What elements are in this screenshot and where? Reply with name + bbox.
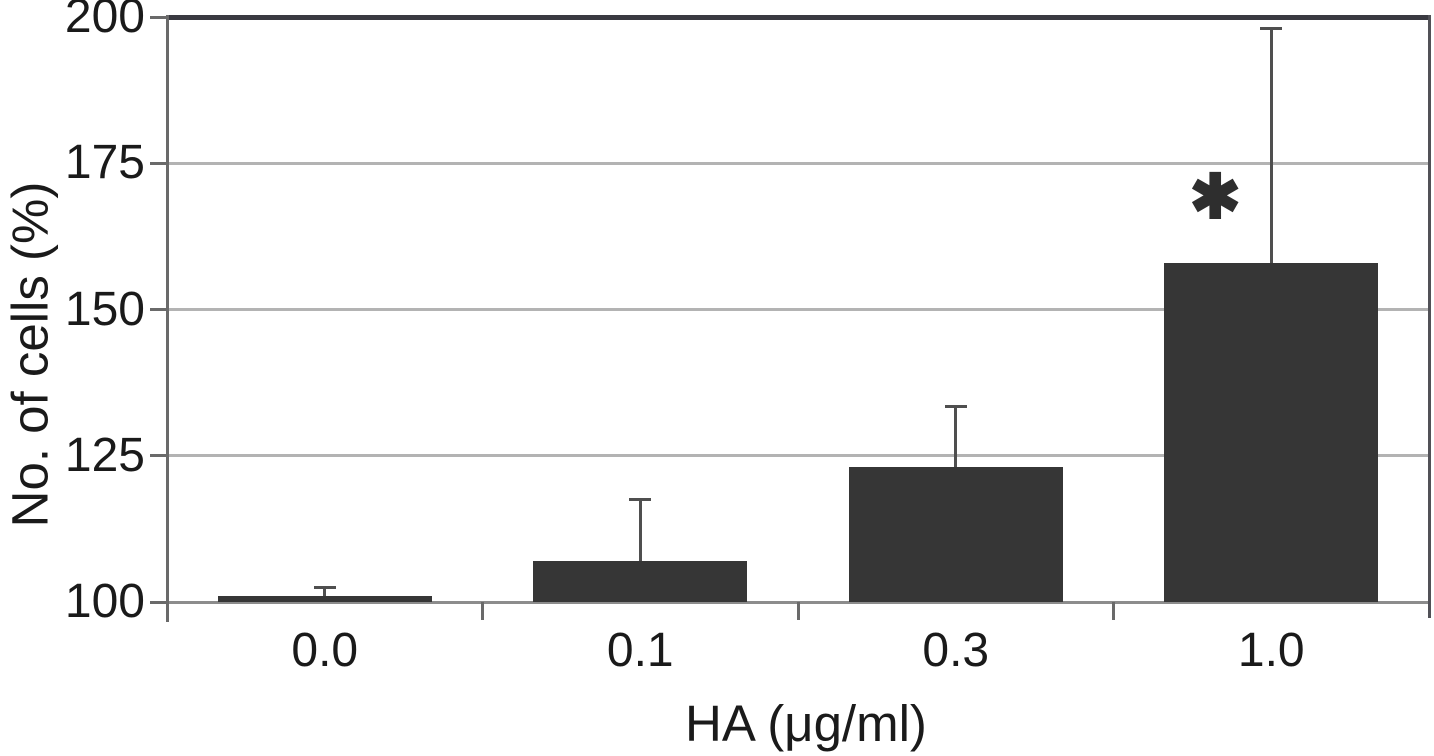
y-tick-mark xyxy=(150,308,167,311)
plot-right-border xyxy=(1427,15,1431,618)
gridline xyxy=(167,161,1429,165)
error-bar-stem xyxy=(323,587,327,599)
x-tick-label: 0.0 xyxy=(291,624,359,677)
error-bar-cap xyxy=(313,585,336,589)
error-bar-cap xyxy=(944,404,967,408)
y-tick-label: 200 xyxy=(64,0,145,43)
x-tick-label: 1.0 xyxy=(1237,624,1305,677)
x-tick-label: 0.1 xyxy=(606,624,674,677)
x-tick-mark xyxy=(796,602,800,620)
gridline xyxy=(167,454,1429,458)
y-tick-mark xyxy=(150,600,167,604)
x-tick-label: 0.3 xyxy=(922,624,990,677)
y-tick-mark xyxy=(150,161,167,165)
error-bar-stem xyxy=(1269,28,1273,265)
plot-top-border xyxy=(167,14,1429,20)
error-bar-cap xyxy=(1260,27,1283,31)
y-tick-label: 100 xyxy=(64,575,145,628)
y-tick-label: 175 xyxy=(64,136,145,190)
x-axis-title: HA (μg/ml) xyxy=(685,695,927,752)
y-axis-title: No. of cells (%) xyxy=(1,181,59,528)
y-tick-mark xyxy=(150,454,167,458)
bar xyxy=(848,467,1063,602)
bar xyxy=(533,561,748,602)
bar xyxy=(1164,262,1379,602)
x-tick-mark xyxy=(1112,602,1115,620)
y-tick-label: 150 xyxy=(64,282,145,336)
bar xyxy=(217,596,432,602)
y-tick-mark xyxy=(150,15,167,19)
error-bar-stem xyxy=(954,406,958,470)
y-axis-line xyxy=(165,15,169,622)
x-tick-mark xyxy=(481,602,484,620)
gridline xyxy=(167,308,1429,311)
error-bar-stem xyxy=(638,499,642,564)
significance-asterisk: ✱ xyxy=(1189,163,1242,233)
error-bar-cap xyxy=(629,498,652,502)
y-tick-label: 125 xyxy=(64,428,145,482)
